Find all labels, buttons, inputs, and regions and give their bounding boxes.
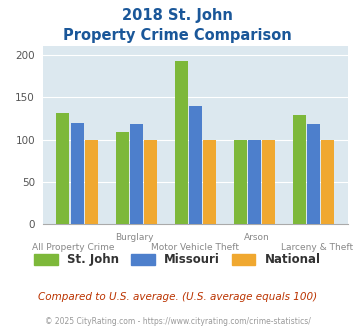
Text: Larceny & Theft: Larceny & Theft (281, 243, 354, 251)
Bar (293, 115, 306, 224)
Bar (130, 124, 143, 224)
Legend: St. John, Missouri, National: St. John, Missouri, National (34, 253, 321, 266)
Text: Motor Vehicle Theft: Motor Vehicle Theft (151, 243, 239, 251)
Bar (189, 106, 202, 224)
Text: 2018 St. John: 2018 St. John (122, 8, 233, 23)
Bar (144, 140, 157, 224)
Bar (85, 140, 98, 224)
Text: Compared to U.S. average. (U.S. average equals 100): Compared to U.S. average. (U.S. average … (38, 292, 317, 302)
Bar (56, 113, 70, 224)
Bar (115, 132, 129, 224)
Bar (203, 140, 216, 224)
Bar (307, 124, 320, 224)
Text: Property Crime Comparison: Property Crime Comparison (63, 28, 292, 43)
Bar (71, 122, 84, 224)
Text: All Property Crime: All Property Crime (32, 243, 114, 251)
Bar (234, 140, 247, 224)
Bar (262, 140, 275, 224)
Bar (175, 61, 187, 224)
Text: Burglary: Burglary (115, 233, 153, 242)
Bar (248, 140, 261, 224)
Text: © 2025 CityRating.com - https://www.cityrating.com/crime-statistics/: © 2025 CityRating.com - https://www.city… (45, 317, 310, 326)
Bar (321, 140, 334, 224)
Text: Arson: Arson (244, 233, 269, 242)
